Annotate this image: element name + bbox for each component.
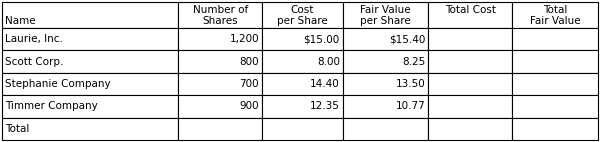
Text: $15.40: $15.40: [389, 34, 425, 44]
Bar: [428, 2, 512, 28]
Text: 700: 700: [239, 79, 259, 89]
Text: 14.40: 14.40: [310, 79, 340, 89]
Bar: [262, 50, 343, 73]
Text: Shares: Shares: [202, 16, 238, 27]
Bar: [2, 28, 178, 50]
Bar: [428, 73, 512, 95]
Bar: [512, 28, 598, 50]
Bar: [262, 118, 343, 140]
Bar: [262, 28, 343, 50]
Bar: [343, 118, 428, 140]
Bar: [512, 95, 598, 118]
Text: Scott Corp.: Scott Corp.: [5, 57, 64, 67]
Text: per Share: per Share: [277, 16, 328, 27]
Text: Cost: Cost: [291, 5, 314, 15]
Text: 8.00: 8.00: [317, 57, 340, 67]
Text: 12.35: 12.35: [310, 101, 340, 111]
Bar: [512, 73, 598, 95]
Text: per Share: per Share: [360, 16, 411, 27]
Bar: [428, 118, 512, 140]
Bar: [178, 50, 262, 73]
Bar: [428, 95, 512, 118]
Text: Fair Value: Fair Value: [360, 5, 411, 15]
Text: Total: Total: [5, 124, 29, 134]
Bar: [428, 28, 512, 50]
Bar: [178, 95, 262, 118]
Bar: [2, 118, 178, 140]
Bar: [178, 28, 262, 50]
Text: 10.77: 10.77: [395, 101, 425, 111]
Text: Number of: Number of: [193, 5, 248, 15]
Bar: [2, 95, 178, 118]
Bar: [343, 50, 428, 73]
Bar: [343, 73, 428, 95]
Bar: [262, 2, 343, 28]
Text: Total: Total: [543, 5, 568, 15]
Bar: [343, 2, 428, 28]
Text: $15.00: $15.00: [304, 34, 340, 44]
Text: Stephanie Company: Stephanie Company: [5, 79, 110, 89]
Bar: [178, 2, 262, 28]
Bar: [512, 50, 598, 73]
Text: 8.25: 8.25: [402, 57, 425, 67]
Text: 900: 900: [239, 101, 259, 111]
Text: Name: Name: [5, 16, 35, 27]
Bar: [178, 118, 262, 140]
Bar: [2, 50, 178, 73]
Text: 1,200: 1,200: [230, 34, 259, 44]
Bar: [512, 118, 598, 140]
Bar: [262, 95, 343, 118]
Bar: [428, 50, 512, 73]
Bar: [2, 2, 178, 28]
Bar: [262, 73, 343, 95]
Bar: [178, 73, 262, 95]
Text: Fair Value: Fair Value: [530, 16, 581, 27]
Text: Timmer Company: Timmer Company: [5, 101, 98, 111]
Bar: [343, 95, 428, 118]
Bar: [343, 28, 428, 50]
Bar: [512, 2, 598, 28]
Text: Total Cost: Total Cost: [445, 5, 496, 15]
Text: Laurie, Inc.: Laurie, Inc.: [5, 34, 63, 44]
Text: 800: 800: [239, 57, 259, 67]
Bar: [2, 73, 178, 95]
Text: 13.50: 13.50: [395, 79, 425, 89]
